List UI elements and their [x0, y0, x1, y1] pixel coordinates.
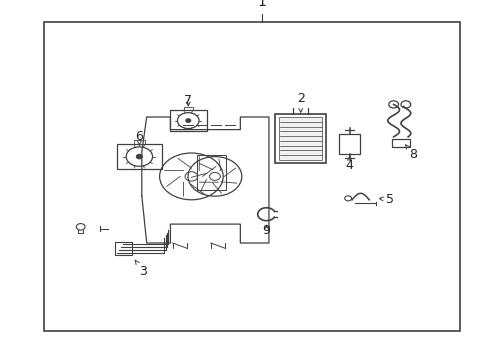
Bar	[338, 135, 360, 153]
Text: 3: 3	[135, 260, 147, 278]
Bar	[44, 22, 459, 331]
Bar	[169, 111, 206, 131]
Text: 4: 4	[345, 156, 353, 172]
Bar	[133, 140, 145, 144]
Bar	[183, 107, 192, 111]
Text: 5: 5	[379, 193, 393, 206]
Text: 9: 9	[262, 224, 270, 237]
Bar	[278, 117, 322, 160]
Text: 1: 1	[257, 0, 265, 9]
Text: 8: 8	[405, 145, 416, 161]
Bar	[391, 139, 409, 147]
Bar	[274, 114, 325, 163]
Circle shape	[185, 119, 190, 122]
Bar	[115, 242, 132, 255]
Text: 6: 6	[135, 130, 143, 145]
Circle shape	[136, 154, 142, 159]
Text: 7: 7	[184, 94, 192, 107]
Text: 2: 2	[296, 93, 304, 112]
Bar	[117, 144, 162, 169]
Bar	[197, 156, 225, 190]
